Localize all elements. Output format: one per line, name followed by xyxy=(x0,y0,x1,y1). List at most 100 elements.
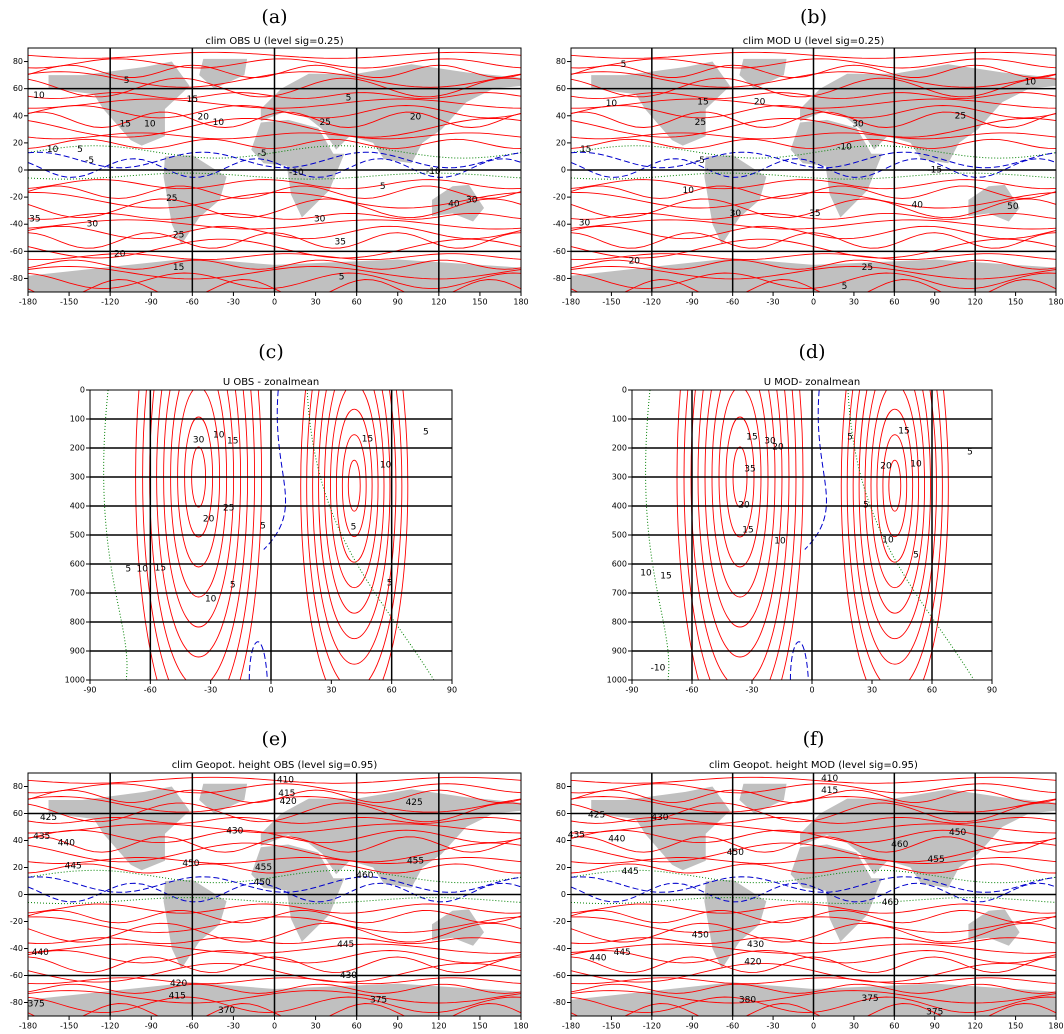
contour-label: 25 xyxy=(695,118,706,128)
contour-label: 455 xyxy=(407,856,424,866)
contour-positive xyxy=(330,390,379,589)
contour-label: 415 xyxy=(278,789,295,799)
contour-label: 5 xyxy=(124,76,130,86)
y-tick-label: 400 xyxy=(70,502,85,511)
y-tick-label: 100 xyxy=(612,415,627,424)
contour-label: 30 xyxy=(730,209,742,219)
y-tick-label: 1000 xyxy=(607,676,627,685)
contour-label: 380 xyxy=(739,995,756,1005)
y-tick-label: 0 xyxy=(18,890,23,899)
contour-label: 15 xyxy=(697,98,708,108)
x-tick-label: 60 xyxy=(352,1022,362,1031)
contour-label: 10 xyxy=(33,91,45,101)
land xyxy=(968,184,1020,222)
contour-label: 10 xyxy=(606,99,618,109)
y-tick-label: -60 xyxy=(553,247,566,256)
contour-label: 15 xyxy=(227,437,238,447)
y-tick-label: 60 xyxy=(13,84,23,93)
x-tick-label: -180 xyxy=(562,1022,580,1031)
contour-label: 455 xyxy=(928,855,945,865)
land xyxy=(739,58,787,89)
contour-label: 445 xyxy=(65,862,82,872)
contour-label: 35 xyxy=(335,237,346,247)
x-tick-label: 0 xyxy=(272,1022,277,1031)
contour-zero xyxy=(847,390,975,680)
contour-label: 10 xyxy=(47,145,59,155)
contour-label: -10 xyxy=(426,167,441,177)
x-tick-label: -30 xyxy=(767,1022,780,1031)
land xyxy=(431,909,485,946)
contour-label: 25 xyxy=(173,231,184,241)
contour-label: 25 xyxy=(955,111,966,121)
contour-label: 25 xyxy=(166,194,177,204)
x-tick-label: 0 xyxy=(811,298,816,307)
contour-label: 10 xyxy=(213,430,225,440)
contour-label: 5 xyxy=(423,428,429,438)
y-tick-label: -80 xyxy=(553,274,566,283)
contour-label: 20 xyxy=(754,98,766,108)
panel-label: (a) xyxy=(261,6,287,28)
contour-negative xyxy=(804,390,827,550)
x-tick-label: 60 xyxy=(889,1022,899,1031)
land xyxy=(591,786,730,871)
contour-positive xyxy=(888,459,902,512)
land xyxy=(968,909,1020,946)
contour-label: 375 xyxy=(861,994,878,1004)
x-tick-label: 0 xyxy=(272,298,277,307)
y-tick-label: 0 xyxy=(622,386,627,395)
contour-label: 20 xyxy=(410,113,422,123)
panel-label: (d) xyxy=(799,341,826,363)
panel-title: U MOD- zonalmean xyxy=(764,377,860,388)
contour-label: 25 xyxy=(319,118,330,128)
contour-label: 5 xyxy=(967,448,973,458)
contour-label: 460 xyxy=(356,871,373,881)
panel: -180 -150 -120 -90 -60 -30 0 30 60 90 120 150 180 -80… xyxy=(10,728,529,1031)
x-tick-label: 30 xyxy=(849,1022,859,1031)
contour-label: 10 xyxy=(1025,77,1037,87)
contour-label: 5 xyxy=(339,273,345,283)
contour-positive xyxy=(300,390,409,680)
x-tick-label: 120 xyxy=(968,1022,983,1031)
y-tick-label: 80 xyxy=(13,57,23,66)
y-tick-label: -20 xyxy=(553,917,566,926)
y-tick-label: 80 xyxy=(556,782,566,791)
x-tick-label: 150 xyxy=(472,1022,487,1031)
land xyxy=(739,783,787,814)
x-tick-label: -90 xyxy=(686,298,699,307)
y-tick-label: 300 xyxy=(612,473,627,482)
panel-title: clim OBS U (level sig=0.25) xyxy=(205,36,343,47)
contour-positive xyxy=(870,390,920,589)
contour-label: 15 xyxy=(898,426,909,436)
y-tick-label: 600 xyxy=(70,560,85,569)
y-tick-label: -20 xyxy=(553,193,566,202)
contour-label: 20 xyxy=(772,443,784,453)
contour-label: 440 xyxy=(589,953,606,963)
x-tick-label: -120 xyxy=(101,1022,119,1031)
contour-label: 20 xyxy=(629,256,641,266)
x-tick-label: -90 xyxy=(83,686,96,695)
land xyxy=(199,58,248,89)
y-tick-label: 40 xyxy=(556,836,566,845)
y-tick-label: 700 xyxy=(612,589,627,598)
contour-positive xyxy=(341,434,367,538)
y-tick-label: -20 xyxy=(10,917,23,926)
y-tick-label: 900 xyxy=(70,647,85,656)
x-tick-label: 180 xyxy=(513,1022,528,1031)
x-tick-label: 150 xyxy=(472,298,487,307)
contour-label: 445 xyxy=(337,940,354,950)
x-tick-label: 180 xyxy=(513,298,528,307)
y-tick-label: -40 xyxy=(553,944,566,953)
y-tick-label: 600 xyxy=(612,560,627,569)
contour-positive xyxy=(312,390,397,665)
y-tick-label: 60 xyxy=(556,84,566,93)
contour-negative xyxy=(248,641,268,680)
land xyxy=(704,879,767,969)
y-tick-label: 20 xyxy=(556,138,566,147)
contour-label: 15 xyxy=(362,435,373,445)
contour-label: 25 xyxy=(862,263,873,273)
y-tick-label: 100 xyxy=(70,415,85,424)
x-tick-label: -60 xyxy=(685,686,698,695)
contour-zero xyxy=(645,390,670,680)
y-tick-label: -40 xyxy=(553,220,566,229)
contour-label: 40 xyxy=(448,199,460,209)
